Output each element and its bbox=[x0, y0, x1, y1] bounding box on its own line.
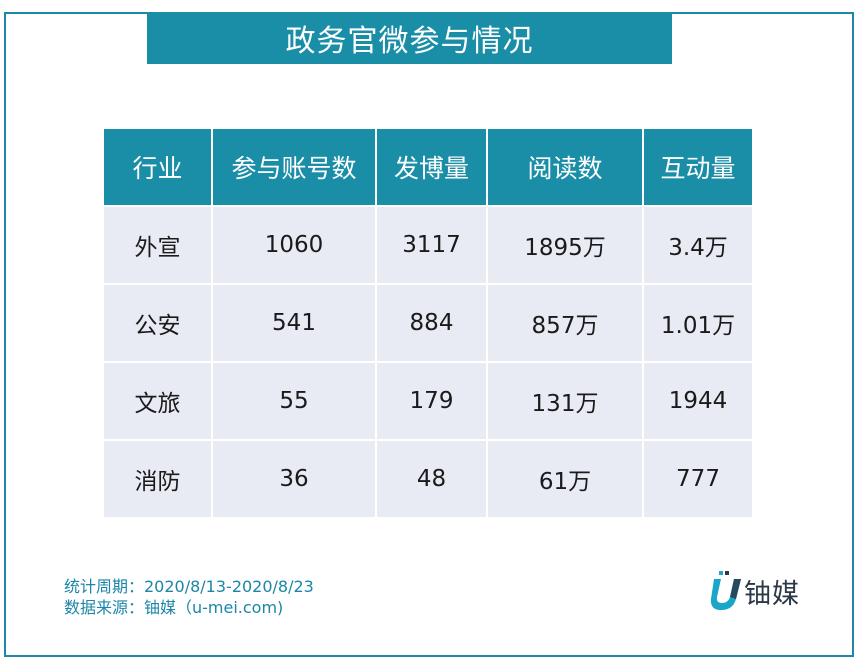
table-cell: 公安 bbox=[104, 285, 211, 361]
table-cell: 857万 bbox=[488, 285, 642, 361]
table-cell: 1060 bbox=[213, 207, 375, 283]
table-row: 消防 36 48 61万 777 bbox=[104, 441, 752, 517]
table-header-row: 行业 参与账号数 发博量 阅读数 互动量 bbox=[104, 129, 752, 205]
column-header: 行业 bbox=[104, 129, 211, 205]
table-cell: 541 bbox=[213, 285, 375, 361]
table-row: 外宣 1060 3117 1895万 3.4万 bbox=[104, 207, 752, 283]
column-header: 互动量 bbox=[644, 129, 752, 205]
table-cell: 1895万 bbox=[488, 207, 642, 283]
logo-text: 铀媒 bbox=[744, 578, 800, 610]
table-cell: 1944 bbox=[644, 363, 752, 439]
table-cell: 61万 bbox=[488, 441, 642, 517]
chart-title: 政务官微参与情况 bbox=[147, 12, 672, 64]
table-cell: 消防 bbox=[104, 441, 211, 517]
table-cell: 131万 bbox=[488, 363, 642, 439]
table-row: 公安 541 884 857万 1.01万 bbox=[104, 285, 752, 361]
table-cell: 外宣 bbox=[104, 207, 211, 283]
table-cell: 777 bbox=[644, 441, 752, 517]
table-cell: 55 bbox=[213, 363, 375, 439]
data-source-text: 数据来源：铀媒（u-mei.com) bbox=[64, 598, 284, 617]
u-mei-logo-icon bbox=[710, 571, 741, 610]
table-cell: 48 bbox=[377, 441, 486, 517]
table-cell: 179 bbox=[377, 363, 486, 439]
column-header: 参与账号数 bbox=[213, 129, 375, 205]
brand-logo: 铀媒 bbox=[708, 570, 800, 612]
stat-period-text: 统计周期：2020/8/13-2020/8/23 bbox=[64, 577, 314, 596]
column-header: 发博量 bbox=[377, 129, 486, 205]
table-cell: 36 bbox=[213, 441, 375, 517]
table-row: 文旅 55 179 131万 1944 bbox=[104, 363, 752, 439]
table-cell: 3117 bbox=[377, 207, 486, 283]
data-table: 行业 参与账号数 发博量 阅读数 互动量 外宣 1060 3117 1895万 … bbox=[102, 127, 754, 519]
table-cell: 1.01万 bbox=[644, 285, 752, 361]
table-cell: 3.4万 bbox=[644, 207, 752, 283]
footer-notes: 统计周期：2020/8/13-2020/8/23 数据来源：铀媒（u-mei.c… bbox=[64, 576, 314, 618]
table-cell: 文旅 bbox=[104, 363, 211, 439]
table-cell: 884 bbox=[377, 285, 486, 361]
column-header: 阅读数 bbox=[488, 129, 642, 205]
